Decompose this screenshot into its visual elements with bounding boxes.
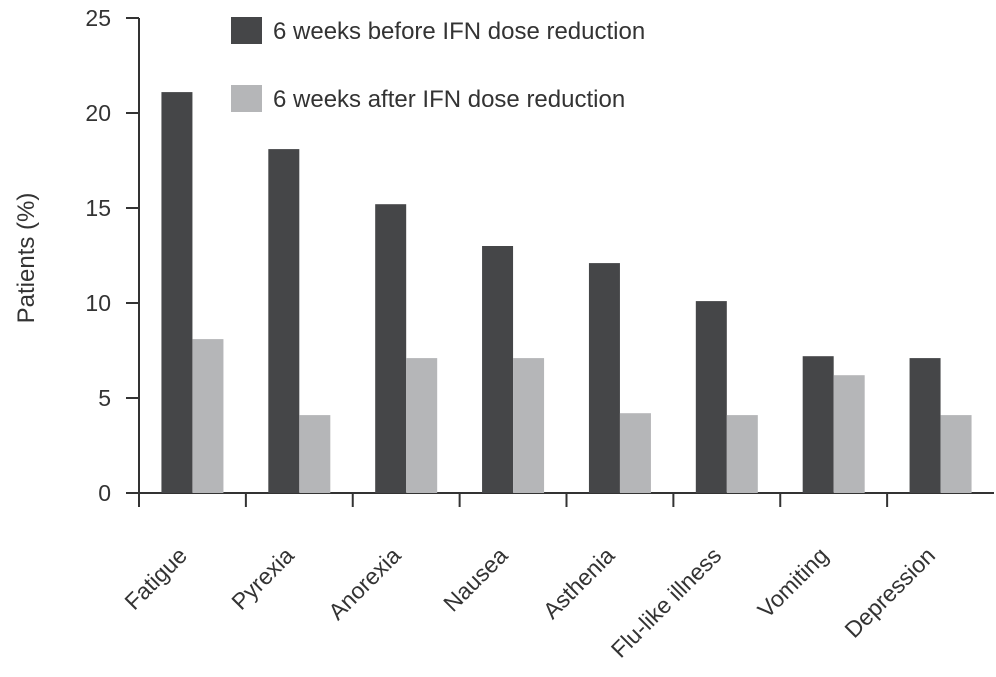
bar-before xyxy=(375,204,407,493)
legend-swatch xyxy=(231,17,262,44)
bar-before xyxy=(161,92,193,493)
bar-after xyxy=(619,413,651,493)
y-tick-label: 0 xyxy=(98,480,111,506)
y-tick-label: 15 xyxy=(85,195,111,221)
y-axis: 0 5 10 15 20 25 xyxy=(85,5,140,506)
x-ticks xyxy=(138,493,889,507)
legend: 6 weeks before IFN dose reduction 6 weeks… xyxy=(231,17,645,113)
x-tick-labels: Fatigue Pyrexia Anorexia Nausea AstheniaFlu-… xyxy=(119,542,940,663)
bar-before xyxy=(695,301,727,493)
x-tick-label: Asthenia xyxy=(538,542,620,624)
bar-after xyxy=(299,415,331,493)
bar-after xyxy=(513,358,545,493)
legend-label: 6 weeks after IFN dose reduction xyxy=(273,86,625,113)
x-tick-label: Fatigue xyxy=(119,542,192,615)
bar-before xyxy=(588,263,620,493)
x-tick-label: Anorexia xyxy=(323,542,406,625)
x-tick-label: Flu-like illness xyxy=(606,542,727,663)
bar-before xyxy=(482,246,514,493)
x-tick-label: Depression xyxy=(839,542,940,643)
legend-swatch xyxy=(231,85,262,112)
x-tick-label: Vomiting xyxy=(752,542,833,623)
bar-after xyxy=(192,339,224,493)
x-tick-label: Pyrexia xyxy=(226,542,299,615)
y-tick-label: 25 xyxy=(85,5,111,31)
legend-label: 6 weeks before IFN dose reduction xyxy=(273,18,645,45)
y-tick-label: 20 xyxy=(85,100,111,126)
bar-before xyxy=(802,356,834,493)
bar-after xyxy=(940,415,972,493)
y-axis-title: Patients (%) xyxy=(13,193,40,324)
bar-after xyxy=(406,358,438,493)
y-tick-label: 5 xyxy=(98,385,111,411)
x-tick-label: Nausea xyxy=(438,542,513,617)
y-ticks: 0 5 10 15 20 25 xyxy=(85,5,139,506)
bar-after xyxy=(833,375,865,493)
bar-after xyxy=(726,415,758,493)
bars xyxy=(161,92,972,493)
bar-before xyxy=(909,358,941,493)
bar-before xyxy=(268,149,300,493)
x-axis: Fatigue Pyrexia Anorexia Nausea AstheniaFlu-… xyxy=(119,492,994,663)
y-tick-label: 10 xyxy=(85,290,111,316)
